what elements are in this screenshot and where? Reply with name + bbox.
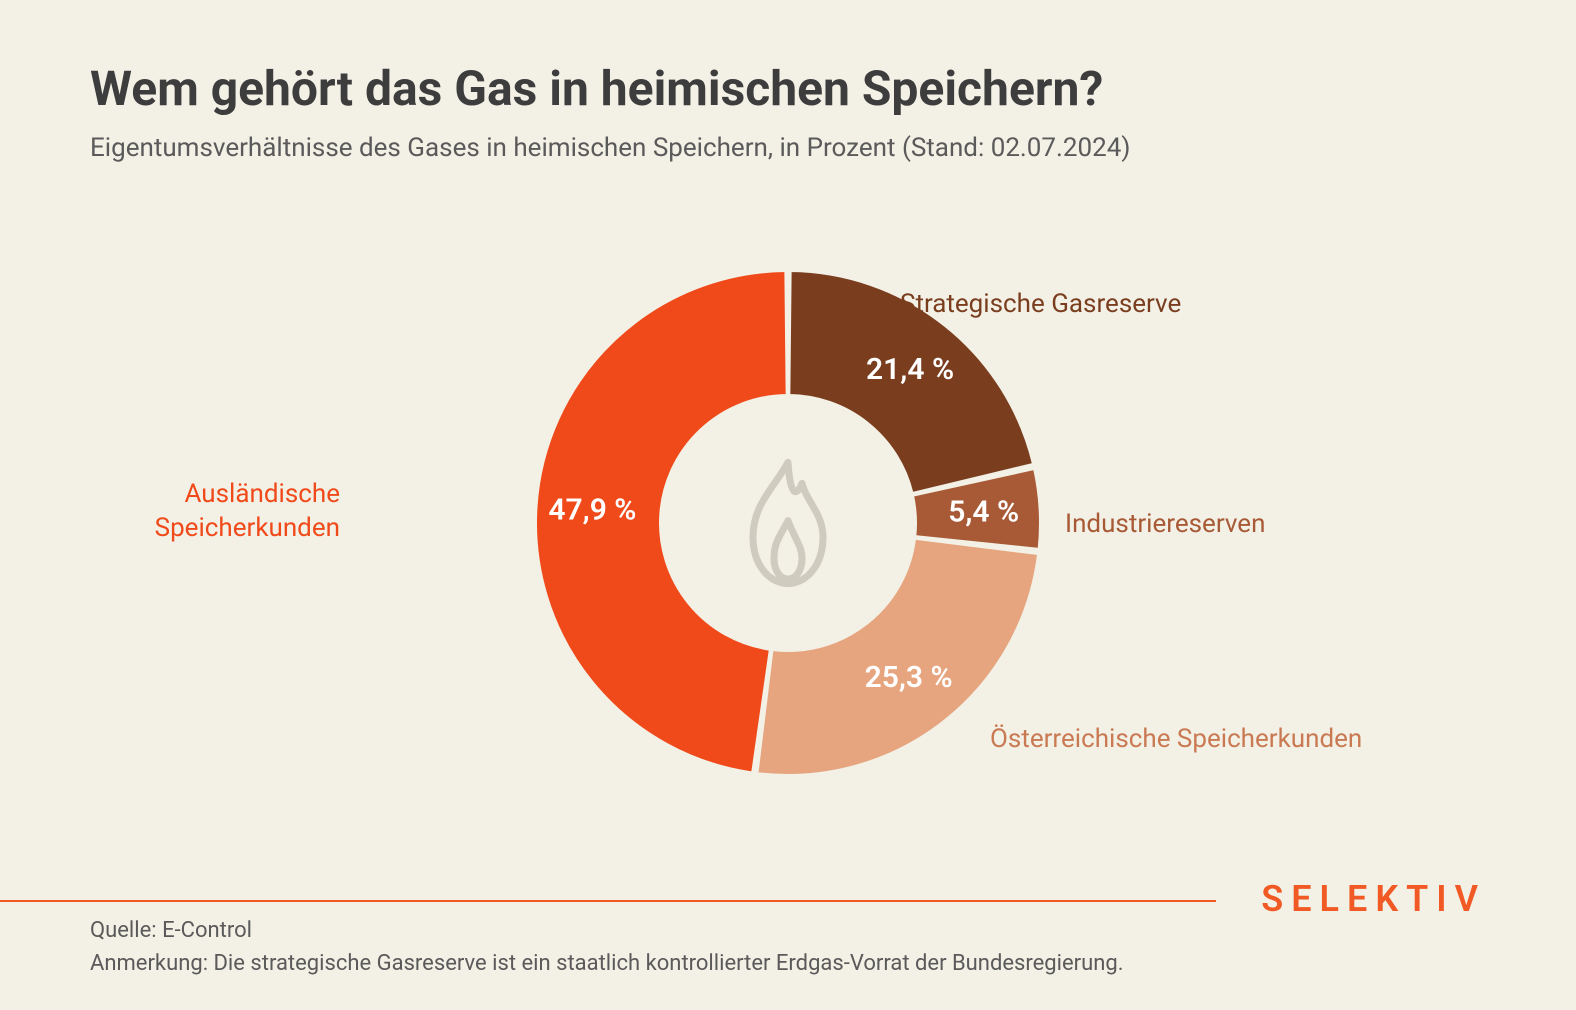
page-title: Wem gehört das Gas in heimischen Speiche… [90,60,1486,117]
chart-area: 21,4 % 5,4 % 25,3 % 47,9 % Strategische Gas… [90,203,1486,843]
slice-percentage: 47,9 % [548,493,636,528]
footer-rule: SELEKTIV [90,900,1486,902]
note-text: Anmerkung: Die strategische Gasreserve i… [90,947,1486,980]
footer: SELEKTIV Quelle: E-Control Anmerkung: Di… [0,900,1576,1010]
slice-percentage: 5,4 % [948,494,1019,529]
flame-icon [728,453,848,593]
slice-label: Strategische Gasreserve [900,288,1181,322]
page-subtitle: Eigentumsverhältnisse des Gases in heimi… [90,133,1486,163]
slice-percentage: 25,3 % [865,660,953,695]
slice-percentage: 21,4 % [866,352,954,387]
brand-logo: SELEKTIV [1261,878,1486,920]
slice-label: Österreichische Speicherkunden [990,723,1362,757]
slice-label: AusländischeSpeicherkunden [155,478,340,546]
donut-chart: 21,4 % 5,4 % 25,3 % 47,9 % [528,263,1048,783]
slice-label: Industriereserven [1065,508,1265,542]
